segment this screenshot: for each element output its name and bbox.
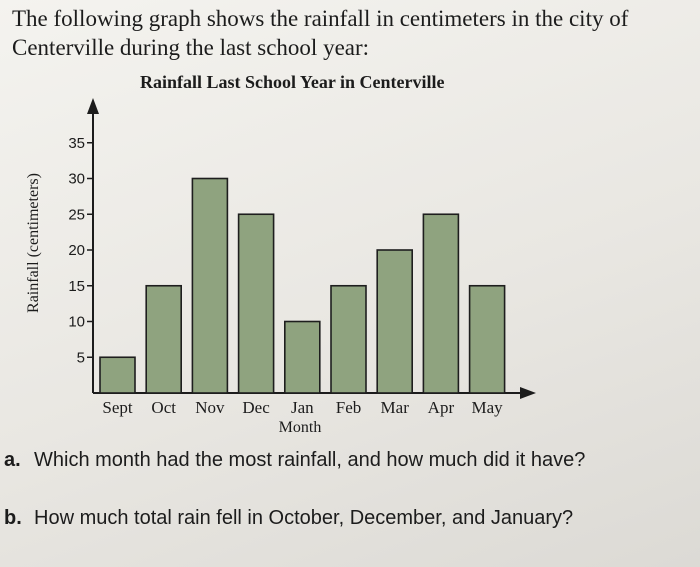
- bar-jan: [283, 320, 321, 394]
- bar-feb: [330, 284, 367, 394]
- x-axis-arrow: [520, 387, 536, 399]
- x-tick-label: Sept: [102, 398, 133, 417]
- question-a-text: Which month had the most rainfall, and h…: [34, 449, 586, 471]
- bar-oct: [145, 284, 182, 394]
- x-tick-label: May: [472, 398, 504, 417]
- x-tick-label: Oct: [151, 398, 176, 417]
- question-b-letter: b.: [4, 507, 22, 529]
- x-tick-label: Mar: [381, 398, 410, 417]
- y-tick-label: 5: [77, 349, 85, 366]
- x-tick-label: Dec: [242, 398, 270, 417]
- y-tick-label: 10: [68, 314, 85, 331]
- bar-chart: 5 10 15 20 25 30 35 Sept Oct Nov Dec Jan Feb Mar Apr Ma…: [25, 98, 536, 436]
- y-axis-title: Rainfall (centimeters): [25, 173, 42, 313]
- y-tick-label: 15: [68, 278, 85, 295]
- y-tick-label: 35: [68, 135, 85, 152]
- bar-dec: [237, 213, 275, 394]
- y-axis-arrow: [87, 98, 99, 114]
- x-tick-label: Feb: [336, 398, 362, 417]
- y-tick-label: 20: [68, 242, 85, 259]
- y-tick-label: 25: [68, 206, 85, 223]
- y-tick-label: 30: [68, 171, 85, 188]
- bar-mar: [376, 249, 414, 394]
- x-tick-label: Jan: [291, 398, 314, 417]
- bar-nov: [191, 177, 229, 394]
- question-b-text: How much total rain fell in October, Dec…: [34, 507, 574, 529]
- bar-may: [468, 284, 506, 394]
- x-axis-title: Month: [279, 419, 322, 436]
- x-tick-label: Apr: [428, 398, 455, 417]
- question-a-letter: a.: [4, 449, 21, 471]
- x-tick-label: Nov: [195, 398, 225, 417]
- chart-title: Rainfall Last School Year in Centerville: [140, 72, 445, 92]
- bar-apr: [422, 213, 460, 394]
- intro-text: The following graph shows the rainfall i…: [12, 6, 629, 60]
- bar-sept: [99, 356, 136, 394]
